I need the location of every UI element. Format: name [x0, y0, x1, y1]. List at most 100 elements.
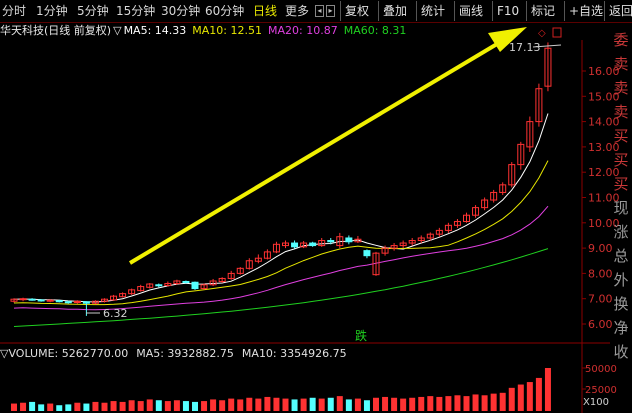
draw-line-button[interactable]: 画线 — [454, 1, 492, 21]
volume-bar — [164, 401, 171, 411]
side-tab-net[interactable]: 净 — [613, 319, 629, 337]
side-tab-sell[interactable]: 卖 — [613, 55, 629, 73]
volume-bar — [92, 401, 99, 411]
side-tab-wei[interactable]: 委 — [613, 31, 629, 49]
ma10-line — [13, 160, 549, 306]
volume-label[interactable]: ▽VOLUME: 5262770.00 — [0, 347, 129, 360]
candle-body — [535, 88, 543, 123]
period-5min[interactable]: 5分钟 — [77, 4, 109, 18]
volume-ticks: 50000 25000 — [582, 364, 617, 396]
period-60min[interactable]: 60分钟 — [205, 4, 245, 18]
volume-bar — [526, 382, 533, 411]
volume-bar — [418, 396, 425, 411]
candle-body — [182, 280, 190, 283]
period-1min[interactable]: 1分钟 — [36, 4, 68, 18]
volume-bar — [246, 397, 253, 411]
candle-body — [227, 272, 235, 279]
volume-bar — [499, 392, 506, 411]
add-watchlist-button[interactable]: +自选 — [564, 1, 604, 21]
price-tick-label: 12.00 — [588, 166, 620, 179]
side-tab-rise[interactable]: 涨 — [613, 223, 629, 241]
price-tick-label: 7.00 — [588, 293, 613, 306]
stock-label[interactable]: 华天科技(日线 前复权) — [0, 24, 112, 37]
side-tab-buy[interactable]: 买 — [613, 127, 629, 145]
candle-body — [10, 298, 18, 302]
volume-bar — [210, 399, 217, 411]
candle-body — [309, 242, 317, 247]
volume-ma10-label: MA10: 3354926.75 — [241, 347, 347, 360]
candle-body — [200, 284, 208, 290]
candle-body — [318, 240, 326, 247]
side-tab-total[interactable]: 总 — [613, 247, 629, 265]
candle-body — [426, 233, 434, 239]
period-fenshi[interactable]: 分时 — [2, 4, 27, 18]
price-tick-label: 10.00 — [588, 217, 620, 230]
volume-bar — [273, 397, 280, 411]
volume-bar — [345, 399, 352, 411]
volume-bar — [192, 401, 198, 411]
candle-body — [236, 267, 244, 274]
ma20-label: MA20: 10.87 — [268, 24, 338, 37]
side-tab-sell[interactable]: 卖 — [613, 79, 629, 97]
volume-unit-label: X100 — [583, 397, 609, 408]
volume-bar — [327, 397, 334, 411]
side-tab-outer[interactable]: 外 — [613, 271, 629, 289]
chevron-down-icon[interactable]: ▽ — [113, 24, 122, 37]
statistics-button[interactable]: 统计 — [416, 1, 454, 21]
volume-bar — [535, 377, 542, 411]
volume-bar — [373, 397, 379, 411]
price-tick-label: 13.00 — [588, 141, 620, 154]
period-more[interactable]: 更多 — [285, 4, 310, 18]
overlay-button[interactable]: 叠加 — [378, 1, 416, 21]
candle-body — [91, 300, 99, 304]
volume-bar — [318, 398, 325, 411]
candle-body — [128, 289, 136, 295]
period-15min[interactable]: 15分钟 — [116, 4, 156, 18]
period-daily[interactable]: 日线 — [253, 4, 278, 18]
candle-body — [390, 245, 398, 249]
volume-bar — [391, 397, 398, 411]
high-pointer — [532, 44, 562, 48]
volume-ma5-label: MA5: 3932882.75 — [136, 347, 234, 360]
volume-bar — [382, 396, 389, 411]
volume-bar — [300, 398, 307, 411]
candle-body — [209, 280, 217, 286]
price-grid — [582, 70, 586, 325]
candle-body — [19, 298, 27, 301]
back-button[interactable]: 返回 — [604, 1, 632, 21]
side-tab-buy[interactable]: 买 — [613, 175, 629, 193]
side-tab-current[interactable]: 现 — [613, 199, 629, 217]
side-tab-close[interactable]: 收 — [613, 343, 629, 361]
price-tick-label: 11.00 — [588, 192, 620, 205]
volume-bar — [74, 402, 81, 411]
candle-body — [300, 242, 308, 248]
restore-rights-button[interactable]: 复权 — [340, 1, 378, 21]
scroll-right-icon[interactable]: ▸ — [326, 5, 335, 17]
volume-bar — [146, 399, 153, 411]
candle-body — [463, 214, 470, 223]
volume-bar — [65, 404, 72, 411]
candle-body — [399, 242, 407, 247]
period-toolbar: 分时 1分钟 5分钟 15分钟 30分钟 60分钟 日线 更多 ◂ ▸ 复权 叠… — [0, 0, 632, 23]
ma60-line — [13, 248, 549, 327]
square-icon — [552, 27, 562, 38]
scroll-left-icon[interactable]: ◂ — [315, 5, 324, 17]
candle-body — [110, 295, 118, 301]
fall-marker: 跌 — [355, 328, 367, 343]
volume-bar — [400, 398, 407, 411]
side-tab-turnover[interactable]: 换 — [613, 295, 629, 313]
side-panel-tabs: 委 卖 卖 卖 买 买 买 现 涨 总 外 换 净 收 — [610, 28, 632, 413]
volume-bar — [255, 398, 262, 411]
candle-body — [453, 221, 461, 226]
mark-button[interactable]: 标记 — [526, 1, 564, 21]
volume-bar — [29, 401, 36, 411]
side-tab-buy[interactable]: 买 — [613, 151, 629, 169]
volume-bar — [508, 387, 515, 411]
f10-button[interactable]: F10 — [492, 1, 526, 21]
price-tick-label: 9.00 — [588, 242, 613, 255]
candle-body — [64, 301, 72, 304]
side-tab-sell[interactable]: 卖 — [613, 103, 629, 121]
period-30min[interactable]: 30分钟 — [161, 4, 201, 18]
price-tick-label: 14.00 — [588, 116, 620, 129]
